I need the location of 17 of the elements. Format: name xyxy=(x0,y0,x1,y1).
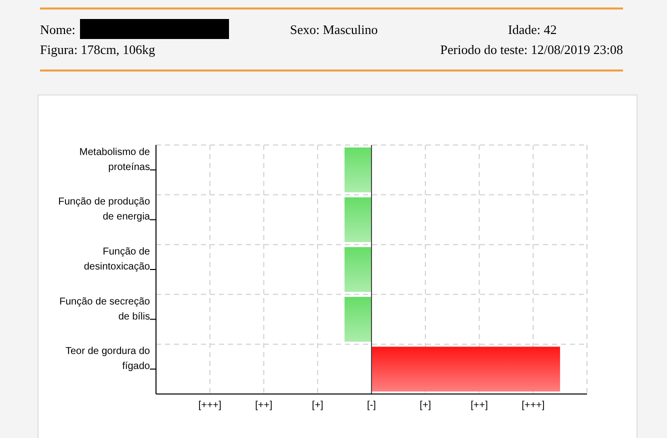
scale-label: [+] xyxy=(420,400,432,411)
text: Figura: 178cm, 106kg xyxy=(40,42,156,57)
text: Nome: xyxy=(40,22,76,37)
y-tick-label: Metabolismo de proteínas xyxy=(79,146,150,173)
scale-label: [++] xyxy=(255,400,272,411)
scale-label: [+++] xyxy=(522,400,545,411)
scale-label: [+] xyxy=(312,400,324,411)
scale-label: [++] xyxy=(470,400,488,411)
y-tick-label: Função de produção de energia xyxy=(58,196,150,223)
scale-label: [+++] xyxy=(198,400,222,411)
text: Periodo do teste: 12/08/2019 23:08 xyxy=(440,42,623,57)
y-tick-label: Função de secreção de bílis xyxy=(59,296,150,322)
text: Idade: 42 xyxy=(508,22,557,37)
text: Sexo: Masculino xyxy=(290,22,378,37)
y-tick-label: Função de desintoxicação xyxy=(84,246,150,272)
scale-label: [-] xyxy=(367,400,376,411)
y-tick-label: Teor de gordura do fígado xyxy=(65,346,150,372)
